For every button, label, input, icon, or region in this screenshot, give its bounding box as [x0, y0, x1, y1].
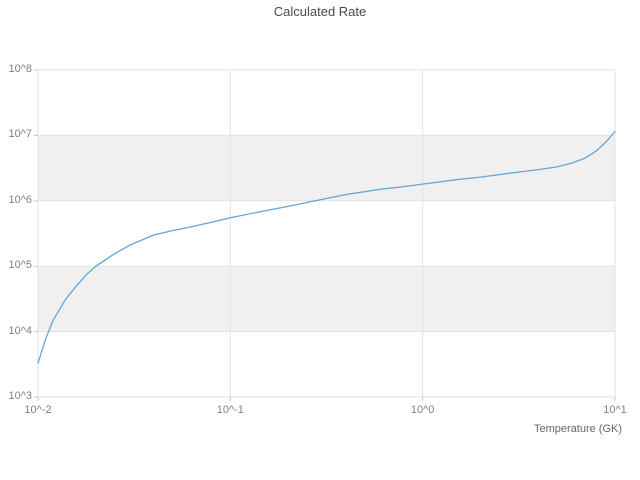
x-axis-label: Temperature (GK)	[533, 423, 622, 435]
chart-title: Calculated Rate	[273, 4, 367, 19]
x-tick-label: 10^0	[410, 404, 435, 416]
background-band	[38, 135, 615, 201]
y-tick-label: 10^3	[8, 390, 32, 402]
y-tick-label: 10^6	[8, 193, 32, 206]
plot-outline	[37, 69, 616, 398]
background-band	[38, 266, 615, 332]
x-tick-label: 10^-1	[216, 404, 244, 416]
x-tick-label: 10^1	[603, 404, 627, 416]
rate-line-series	[37, 130, 616, 364]
y-tick-label: 10^8	[8, 63, 32, 75]
y-tick-label: 10^4	[8, 324, 32, 337]
x-tick-label: 10^-2	[24, 404, 52, 416]
y-tick-label: 10^7	[8, 128, 32, 141]
y-tick-label: 10^5	[8, 259, 32, 272]
